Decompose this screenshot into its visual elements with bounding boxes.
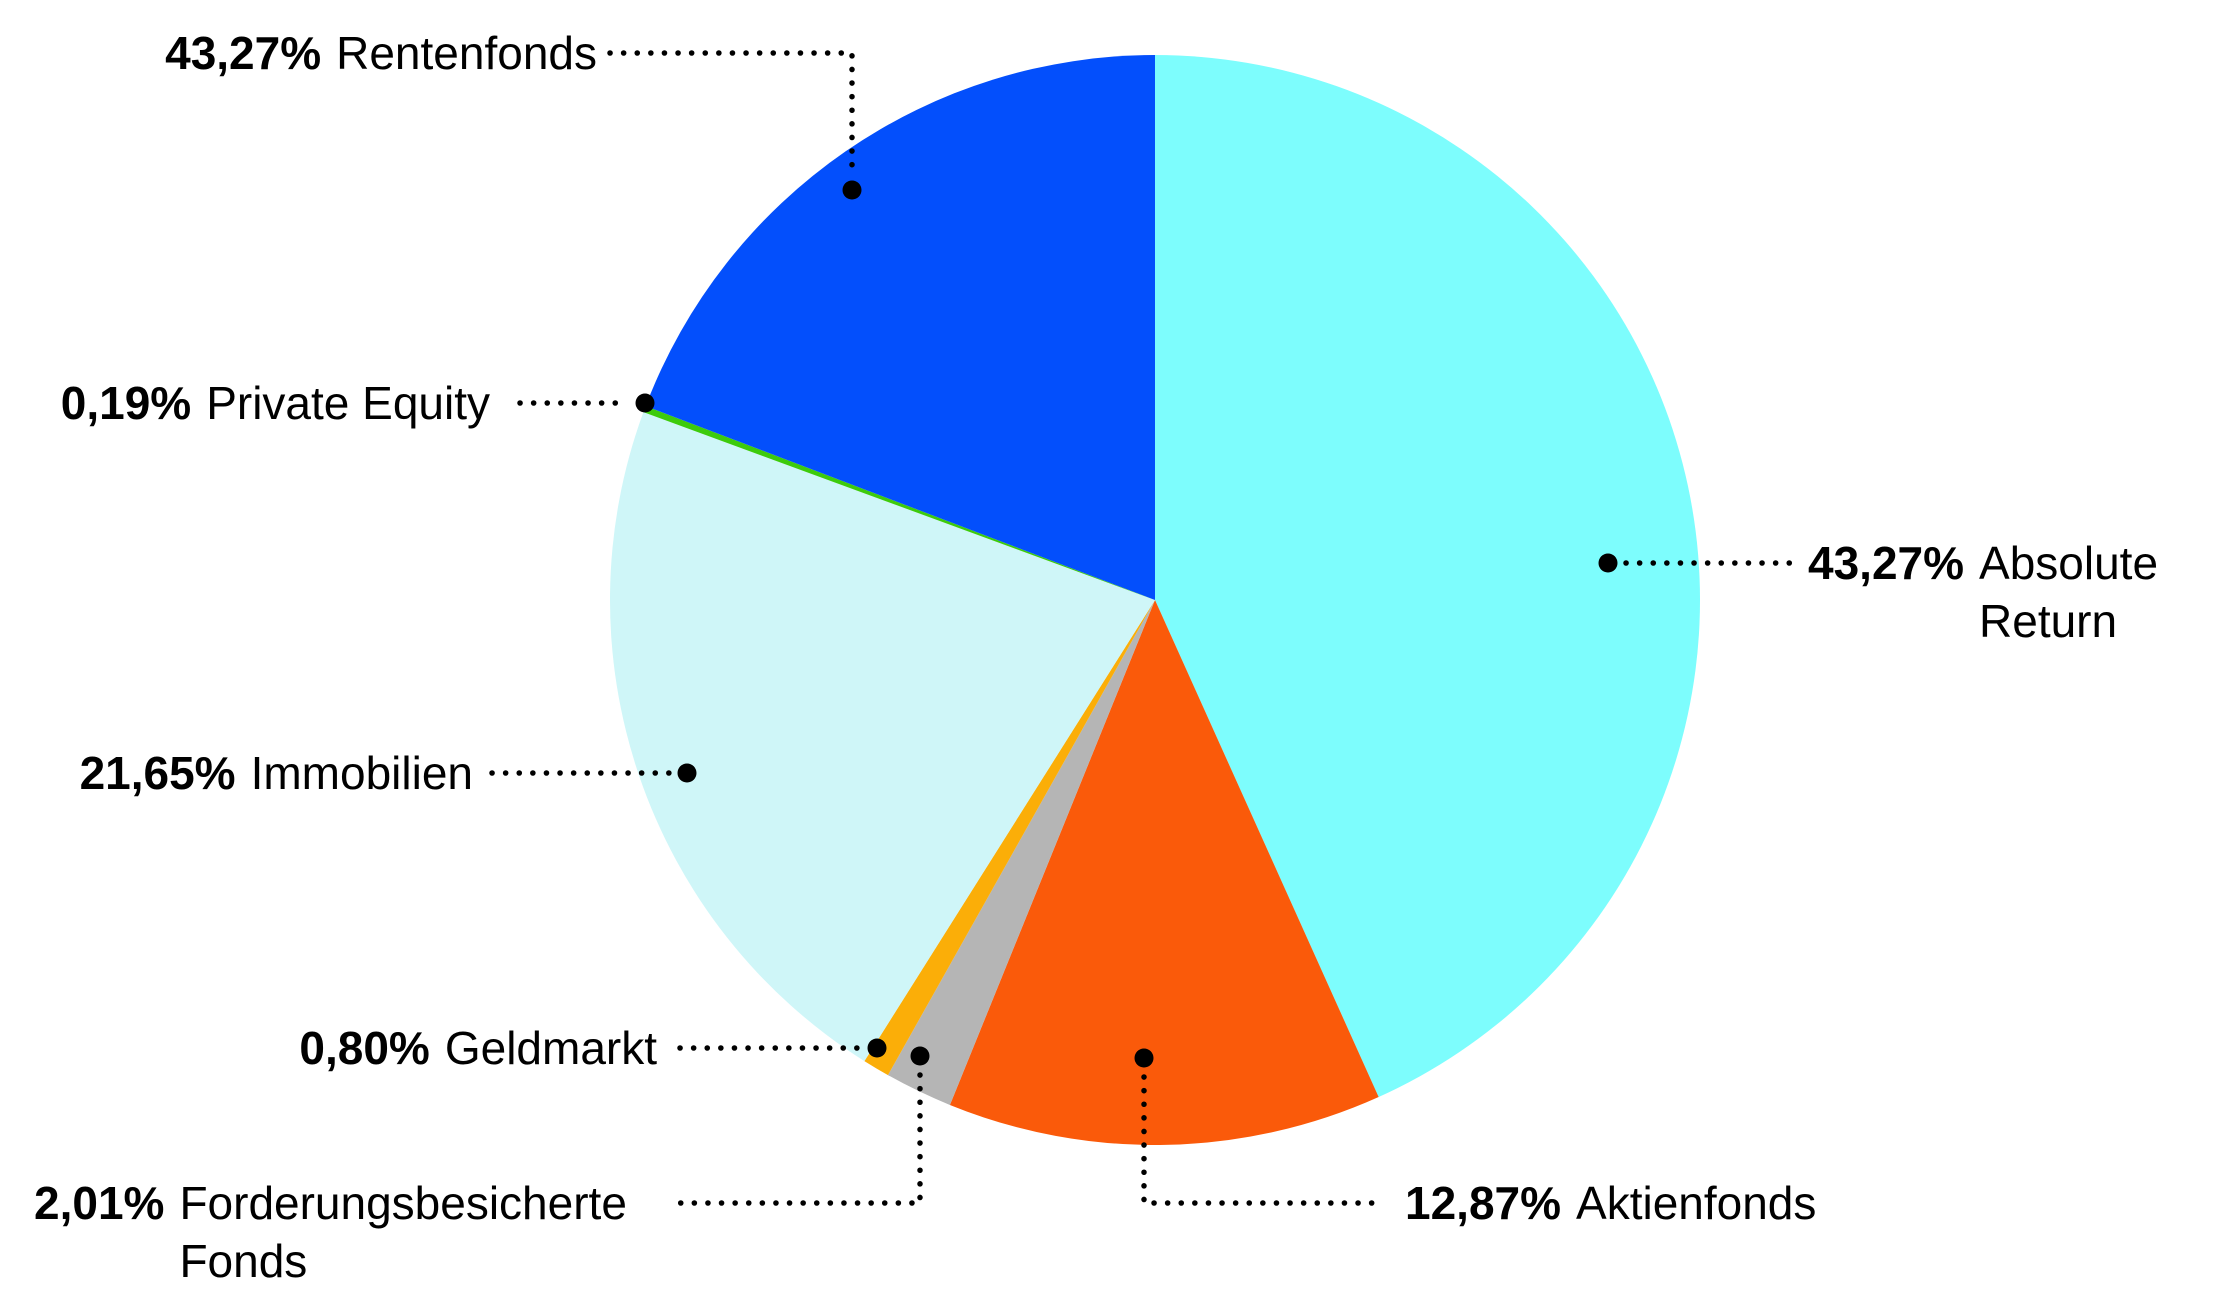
name-immobilien: Immobilien	[250, 747, 473, 799]
anchor-dot-geldmarkt	[867, 1038, 887, 1058]
percent-aktienfonds: 12,87%	[1405, 1177, 1562, 1229]
label-absolute-return: 43,27% Absolute Return	[1808, 534, 2199, 650]
pie-slice-rentenfonds	[645, 55, 1155, 600]
label-forderungsbesicherte-fonds: 2,01% Forderungsbesicherte Fonds	[34, 1174, 674, 1290]
name-forderungsbesicherte-fonds: Forderungsbesicherte Fonds	[179, 1177, 627, 1287]
leader-line-forderungsbesicherte-fonds	[677, 1072, 923, 1206]
anchor-dot-forderungsbesicherte-fonds	[910, 1046, 930, 1066]
anchor-dot-rentenfonds	[842, 180, 862, 200]
label-geldmarkt: 0,80% Geldmarkt	[299, 1019, 657, 1077]
anchor-dot-private-equity	[635, 393, 655, 413]
label-rentenfonds: 43,27% Rentenfonds	[165, 24, 597, 82]
pie-slice-forderungsbesicherte-fonds	[887, 600, 1155, 1105]
percent-rentenfonds: 43,27%	[165, 27, 322, 79]
pie-slice-absolute-return	[1155, 55, 1701, 1097]
label-immobilien: 21,65% Immobilien	[80, 744, 473, 802]
label-aktienfonds: 12,87% Aktienfonds	[1405, 1174, 1816, 1232]
anchor-dot-aktienfonds	[1134, 1048, 1154, 1068]
pie-slice-immobilien	[610, 412, 1155, 1062]
percent-forderungsbesicherte-fonds: 2,01%	[34, 1177, 165, 1229]
percent-absolute-return: 43,27%	[1808, 537, 1965, 589]
name-private-equity: Private Equity	[206, 377, 490, 429]
name-absolute-return: Absolute Return	[1979, 537, 2159, 647]
percent-private-equity: 0,19%	[60, 377, 192, 429]
anchor-dot-absolute-return	[1598, 553, 1618, 573]
percent-geldmarkt: 0,80%	[299, 1022, 430, 1074]
pie-slice-aktienfonds	[949, 600, 1379, 1146]
name-geldmarkt: Geldmarkt	[444, 1022, 657, 1074]
pie-slice-private-equity	[643, 406, 1155, 600]
leader-line-rentenfonds	[607, 50, 855, 175]
label-private-equity: 0,19% Private Equity	[61, 374, 490, 432]
pie-slice-geldmarkt	[864, 600, 1155, 1076]
name-aktienfonds: Aktienfonds	[1576, 1177, 1817, 1229]
anchor-dot-immobilien	[677, 763, 697, 783]
percent-immobilien: 21,65%	[79, 747, 236, 799]
name-rentenfonds: Rentenfonds	[336, 27, 597, 79]
leader-line-aktienfonds	[1141, 1074, 1387, 1206]
